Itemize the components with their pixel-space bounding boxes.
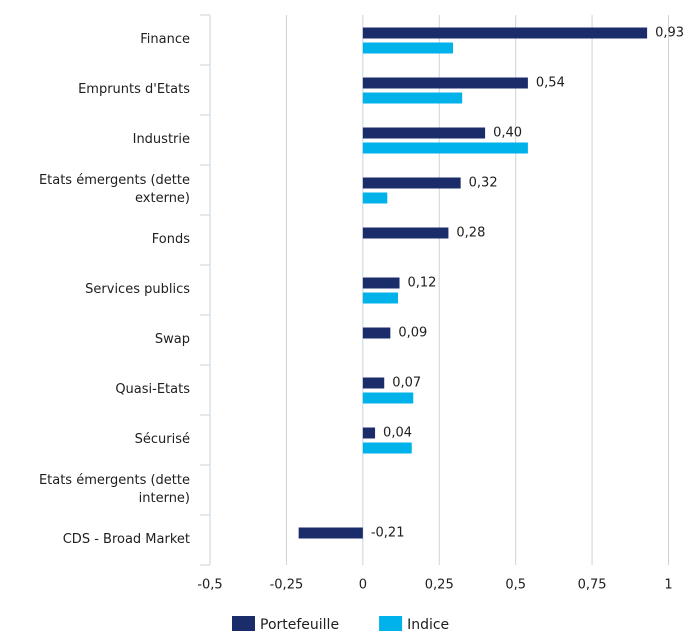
y-tick-label: Emprunts d'Etats xyxy=(78,82,190,97)
bar xyxy=(362,427,376,439)
bar xyxy=(362,277,400,289)
x-tick-label: 0,75 xyxy=(578,578,607,593)
bar xyxy=(362,227,449,239)
bar xyxy=(362,142,528,154)
data-label: 0,28 xyxy=(456,226,485,241)
y-tick-label: Etats émergents (dette externe) xyxy=(38,173,190,206)
x-tick-label: 0,25 xyxy=(425,578,454,593)
y-tick-label: Finance xyxy=(140,32,190,47)
bar xyxy=(298,527,363,539)
data-label: 0,12 xyxy=(408,276,437,291)
bar xyxy=(362,392,414,404)
legend-swatch xyxy=(379,616,403,631)
bar xyxy=(362,377,385,389)
x-tick-label: 1 xyxy=(664,578,672,593)
y-tick-label: Etats émergents (dette interne) xyxy=(38,473,190,506)
y-tick-label: Fonds xyxy=(151,232,190,247)
data-label: -0,21 xyxy=(371,526,405,541)
y-tick-label: Quasi-Etats xyxy=(115,382,190,397)
x-tick-label: -0,5 xyxy=(197,578,222,593)
y-tick-label: CDS - Broad Market xyxy=(62,532,190,547)
legend-label: Portefeuille xyxy=(260,617,339,632)
bar xyxy=(362,127,486,139)
y-tick-label: Services publics xyxy=(85,282,190,297)
data-label: 0,40 xyxy=(493,126,522,141)
x-tick-label: 0 xyxy=(359,578,367,593)
bar xyxy=(362,77,528,89)
bar xyxy=(362,442,412,454)
y-tick-label: Industrie xyxy=(132,132,190,147)
legend-label: Indice xyxy=(407,617,449,632)
bar xyxy=(362,92,463,104)
bar xyxy=(362,177,461,189)
y-tick-label: Swap xyxy=(154,332,190,347)
data-label: 0,93 xyxy=(655,26,684,41)
bar xyxy=(362,42,454,54)
x-tick-label: -0,25 xyxy=(270,578,304,593)
data-label: 0,54 xyxy=(536,76,565,91)
data-label: 0,04 xyxy=(383,426,412,441)
bar xyxy=(362,27,648,39)
data-label: 0,07 xyxy=(392,376,421,391)
data-label: 0,09 xyxy=(398,326,427,341)
legend-swatch xyxy=(232,616,255,631)
bar xyxy=(362,292,398,304)
data-label: 0,32 xyxy=(469,176,498,191)
bar xyxy=(362,327,391,339)
bar xyxy=(362,192,388,204)
x-tick-label: 0,5 xyxy=(505,578,526,593)
y-tick-label: Sécurisé xyxy=(134,432,190,447)
